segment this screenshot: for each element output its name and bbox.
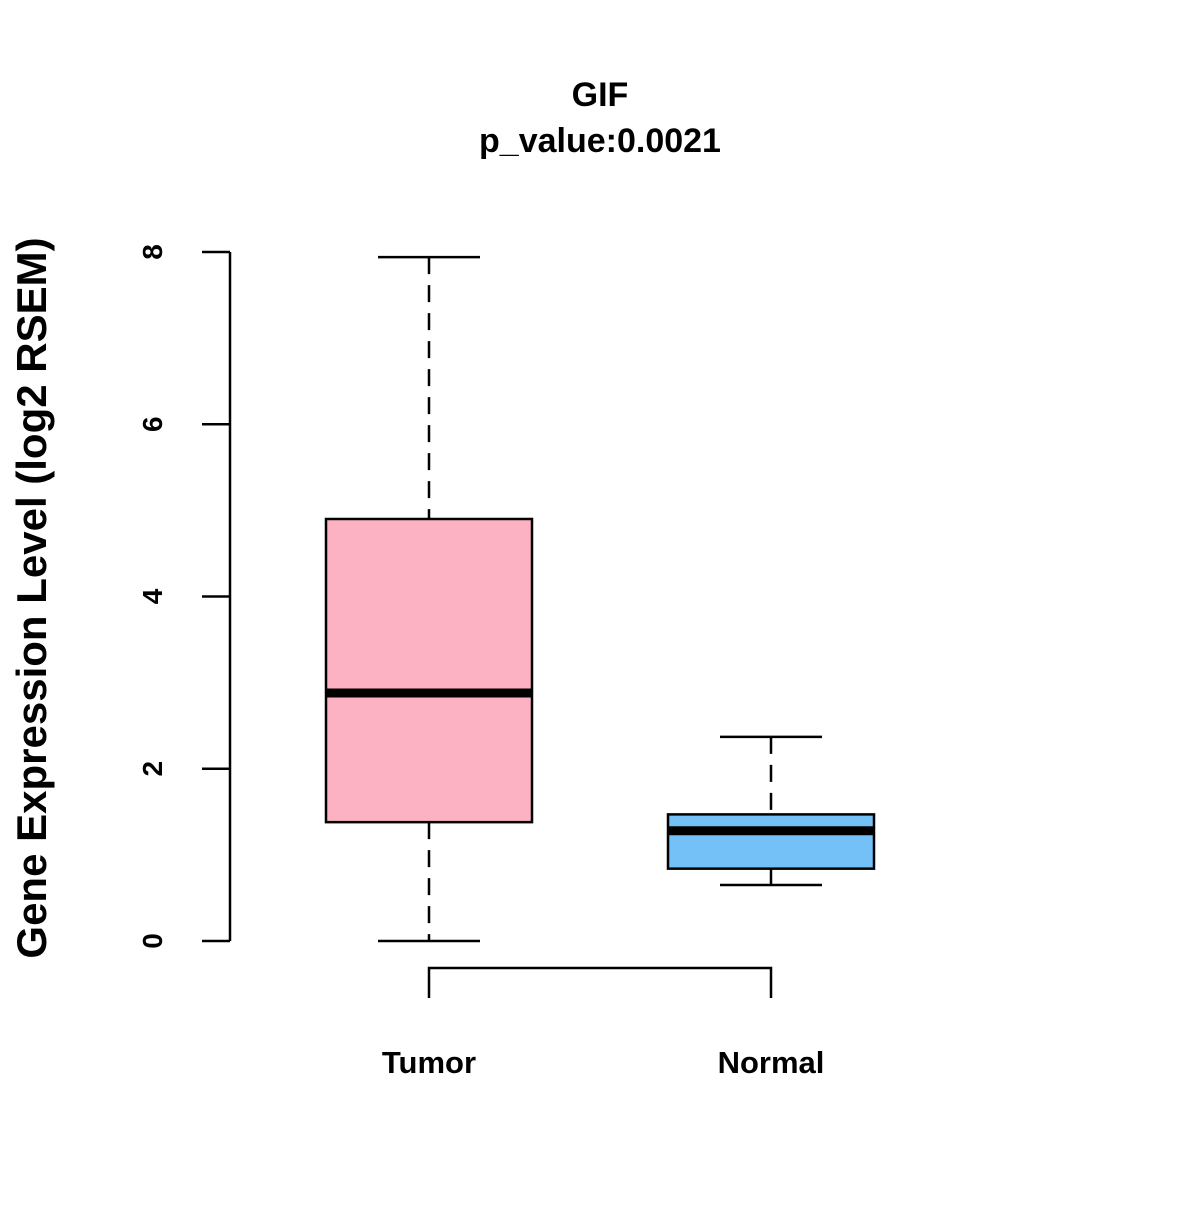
y-tick-label: 8 [137,244,168,260]
x-axis-labels: Tumor Normal [382,1045,824,1080]
y-tick-label: 6 [137,416,168,432]
box-tumor [324,255,534,943]
x-tick-label: Normal [718,1045,825,1080]
iqr-box [666,813,876,870]
box-normal [666,735,876,887]
chart-title: GIF [572,76,629,114]
y-tick-label: 2 [137,761,168,777]
y-tick-label: 4 [137,588,168,604]
chart-subtitle: p_value:0.0021 [479,122,721,160]
iqr-box [324,517,534,824]
y-axis-label: Gene Expression Level (log2 RSEM) [8,237,55,958]
boxes [324,255,876,943]
comparison-bracket [427,966,773,998]
y-tick-label: 0 [137,933,168,949]
bracket-line [427,966,773,998]
y-axis: 0 2 4 6 8 [137,244,232,949]
x-tick-label: Tumor [382,1045,476,1080]
